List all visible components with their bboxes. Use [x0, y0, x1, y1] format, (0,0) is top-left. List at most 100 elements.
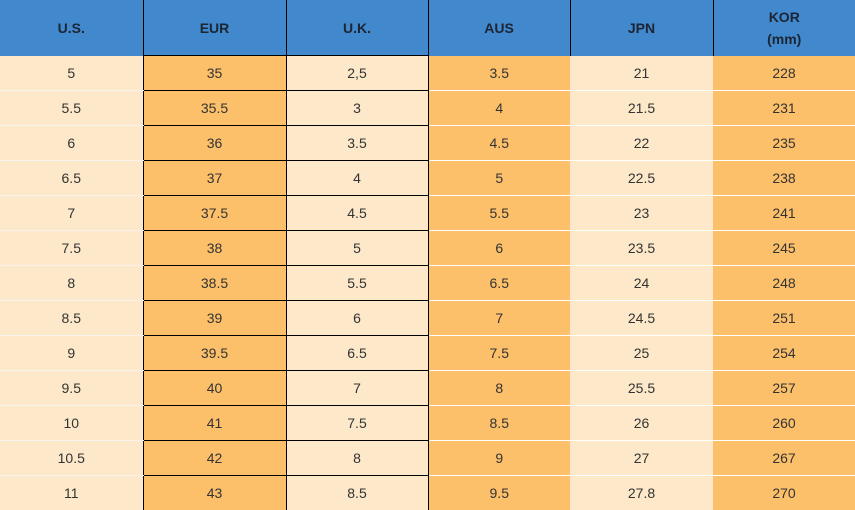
table-body: 5 35 2,5 3.5 21 228 5.5 35.5 3 4 21.5 231 6 36 3.5 4.5 2…	[0, 55, 855, 510]
table-cell: 9	[0, 335, 143, 371]
table-cell: 9.5	[428, 475, 570, 510]
table-cell: 257	[713, 370, 855, 406]
table-cell: 3.5	[285, 125, 429, 161]
table-cell: 21	[570, 55, 713, 91]
table-cell: 24.5	[570, 300, 713, 336]
table-cell: 228	[713, 55, 855, 91]
header-row: U.S. EUR U.K. AUS JPN KOR (mm)	[0, 0, 855, 56]
table-cell: 241	[713, 195, 855, 231]
table-cell: 5.5	[0, 90, 143, 126]
table-cell: 7	[0, 195, 143, 231]
table-cell: 3.5	[428, 55, 570, 91]
table-cell: 38	[142, 230, 287, 266]
table-cell: 6.5	[285, 335, 429, 371]
table-cell: 41	[142, 405, 287, 441]
table-cell: 7.5	[428, 335, 570, 371]
table-cell: 4.5	[285, 195, 429, 231]
table-cell: 6.5	[0, 160, 143, 196]
table-cell: 238	[713, 160, 855, 196]
table-cell: 25.5	[570, 370, 713, 406]
table-row: 8.5 39 6 7 24.5 251	[0, 300, 855, 336]
table-cell: 21.5	[570, 90, 713, 126]
column-header: KOR (mm)	[713, 0, 855, 56]
table-row: 10.5 42 8 9 27 267	[0, 440, 855, 476]
table-cell: 4	[285, 160, 429, 196]
table-cell: 35.5	[142, 90, 287, 126]
table-cell: 6	[285, 300, 429, 336]
table-cell: 8	[285, 440, 429, 476]
table-cell: 270	[713, 475, 855, 510]
table-cell: 8	[428, 370, 570, 406]
table-cell: 39	[142, 300, 287, 336]
table-cell: 40	[142, 370, 287, 406]
table-row: 8 38.5 5.5 6.5 24 248	[0, 265, 855, 301]
table-cell: 38.5	[142, 265, 287, 301]
column-header: AUS	[428, 0, 571, 56]
table-cell: 23	[570, 195, 713, 231]
table-cell: 42	[142, 440, 287, 476]
table-cell: 4	[428, 90, 570, 126]
column-header: U.S.	[0, 0, 144, 56]
table-cell: 27.8	[570, 475, 713, 510]
table-cell: 39.5	[142, 335, 287, 371]
table-cell: 254	[713, 335, 855, 371]
table-row: 5.5 35.5 3 4 21.5 231	[0, 90, 855, 126]
table-cell: 2,5	[285, 55, 429, 91]
table-cell: 5	[0, 55, 143, 91]
table-cell: 235	[713, 125, 855, 161]
table-cell: 9	[428, 440, 570, 476]
table-cell: 5.5	[428, 195, 570, 231]
table-cell: 260	[713, 405, 855, 441]
table-cell: 7	[285, 370, 429, 406]
table-cell: 23.5	[570, 230, 713, 266]
table-cell: 4.5	[428, 125, 570, 161]
table-row: 6 36 3.5 4.5 22 235	[0, 125, 855, 161]
table-cell: 11	[0, 475, 143, 510]
table-cell: 3	[285, 90, 429, 126]
table-cell: 8.5	[0, 300, 143, 336]
table-cell: 10	[0, 405, 143, 441]
table-cell: 6	[428, 230, 570, 266]
table-row: 11 43 8.5 9.5 27.8 270	[0, 475, 855, 510]
table-cell: 7.5	[285, 405, 429, 441]
table-cell: 267	[713, 440, 855, 476]
table-cell: 24	[570, 265, 713, 301]
table-cell: 10.5	[0, 440, 143, 476]
table-cell: 251	[713, 300, 855, 336]
table-cell: 37	[142, 160, 287, 196]
table-cell: 7.5	[0, 230, 143, 266]
table-cell: 245	[713, 230, 855, 266]
table-row: 6.5 37 4 5 22.5 238	[0, 160, 855, 196]
table-row: 7 37.5 4.5 5.5 23 241	[0, 195, 855, 231]
table-cell: 26	[570, 405, 713, 441]
table-cell: 5	[428, 160, 570, 196]
table-cell: 37.5	[142, 195, 287, 231]
table-cell: 22.5	[570, 160, 713, 196]
table-cell: 9.5	[0, 370, 143, 406]
table-cell: 22	[570, 125, 713, 161]
table-row: 10 41 7.5 8.5 26 260	[0, 405, 855, 441]
column-header: JPN	[570, 0, 714, 56]
table-header: U.S. EUR U.K. AUS JPN KOR (mm)	[0, 0, 855, 56]
table-cell: 5	[285, 230, 429, 266]
column-header: EUR	[143, 0, 287, 56]
table-cell: 5.5	[285, 265, 429, 301]
table-cell: 25	[570, 335, 713, 371]
table-cell: 27	[570, 440, 713, 476]
table-cell: 248	[713, 265, 855, 301]
table-cell: 6.5	[428, 265, 570, 301]
column-header: U.K.	[286, 0, 429, 56]
table-cell: 35	[142, 55, 287, 91]
table-row: 5 35 2,5 3.5 21 228	[0, 55, 855, 91]
table-cell: 7	[428, 300, 570, 336]
table-cell: 43	[142, 475, 287, 510]
table-cell: 231	[713, 90, 855, 126]
table-cell: 8.5	[285, 475, 429, 510]
table-row: 9 39.5 6.5 7.5 25 254	[0, 335, 855, 371]
table-cell: 8	[0, 265, 143, 301]
table-cell: 8.5	[428, 405, 570, 441]
table-cell: 6	[0, 125, 143, 161]
table-row: 9.5 40 7 8 25.5 257	[0, 370, 855, 406]
